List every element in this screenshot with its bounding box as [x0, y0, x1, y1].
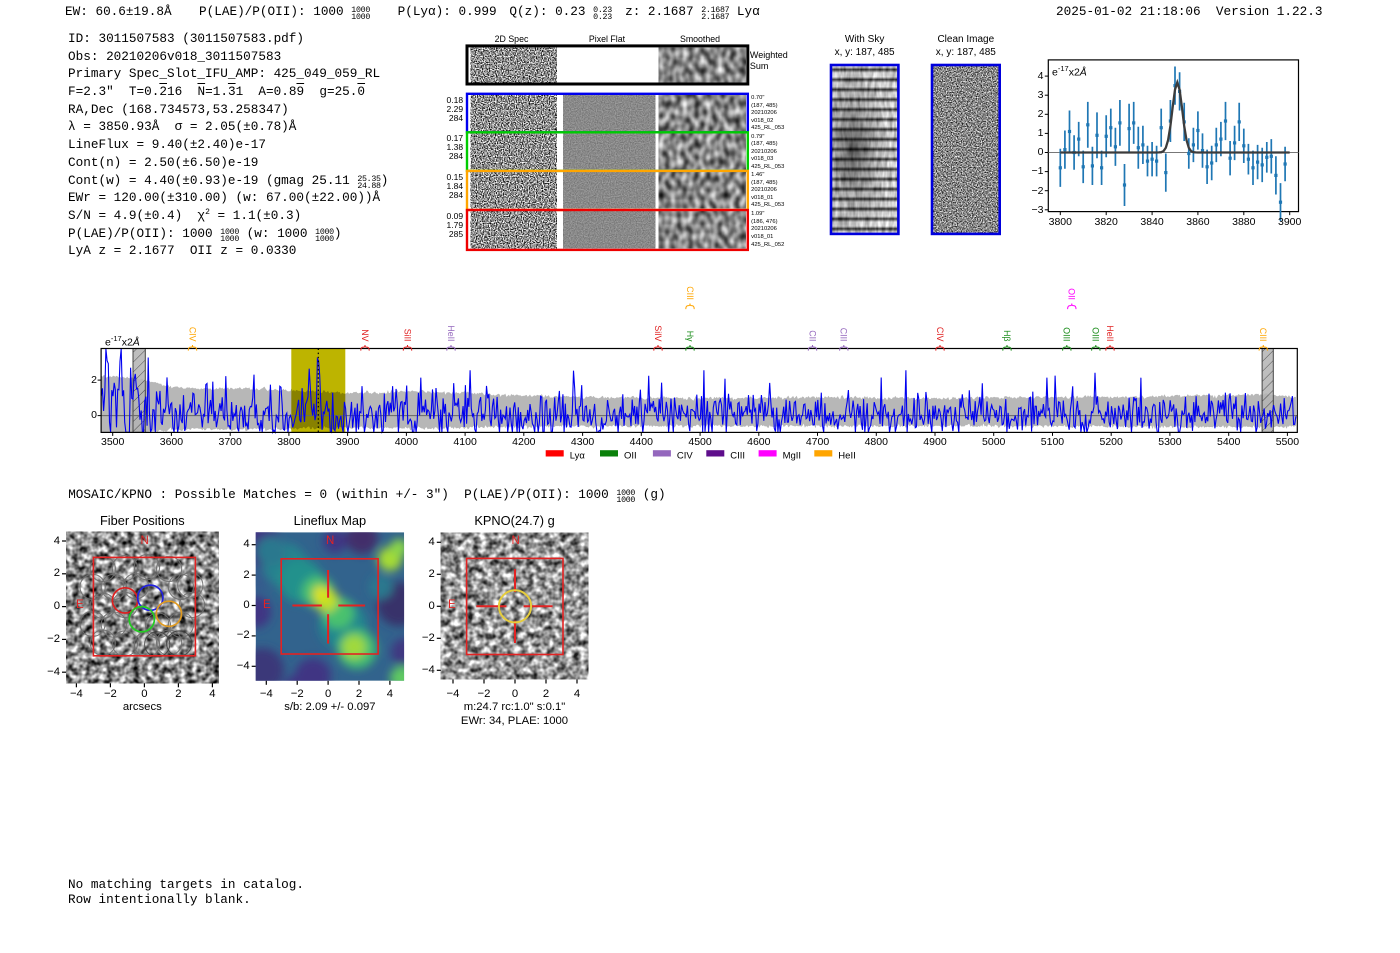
- svg-text:SiII: SiII: [402, 329, 412, 342]
- svg-text:Hγ: Hγ: [685, 331, 695, 342]
- svg-text:Lyα: Lyα: [570, 451, 586, 462]
- svg-text:Hβ: Hβ: [1002, 330, 1012, 341]
- svg-text:CIV: CIV: [935, 327, 945, 342]
- svg-text:NV: NV: [360, 329, 370, 341]
- svg-text:HeII: HeII: [446, 325, 456, 341]
- svg-text:CIII: CIII: [685, 286, 695, 300]
- svg-text:CIII: CIII: [839, 328, 849, 342]
- svg-text:HeII: HeII: [1105, 325, 1115, 341]
- svg-text:CII: CII: [807, 330, 817, 341]
- svg-text:OIII: OIII: [1062, 327, 1072, 341]
- svg-text:CIV: CIV: [677, 451, 694, 462]
- svg-text:OII: OII: [624, 451, 637, 462]
- svg-text:OII: OII: [1067, 288, 1077, 300]
- svg-text:MgII: MgII: [783, 451, 801, 462]
- svg-text:HeII: HeII: [838, 451, 855, 462]
- svg-text:CIV: CIV: [187, 327, 197, 342]
- svg-text:OIII: OIII: [1091, 327, 1101, 341]
- svg-text:CIII: CIII: [1258, 328, 1268, 342]
- svg-text:SiIV: SiIV: [653, 325, 663, 341]
- svg-text:CIII: CIII: [730, 451, 745, 462]
